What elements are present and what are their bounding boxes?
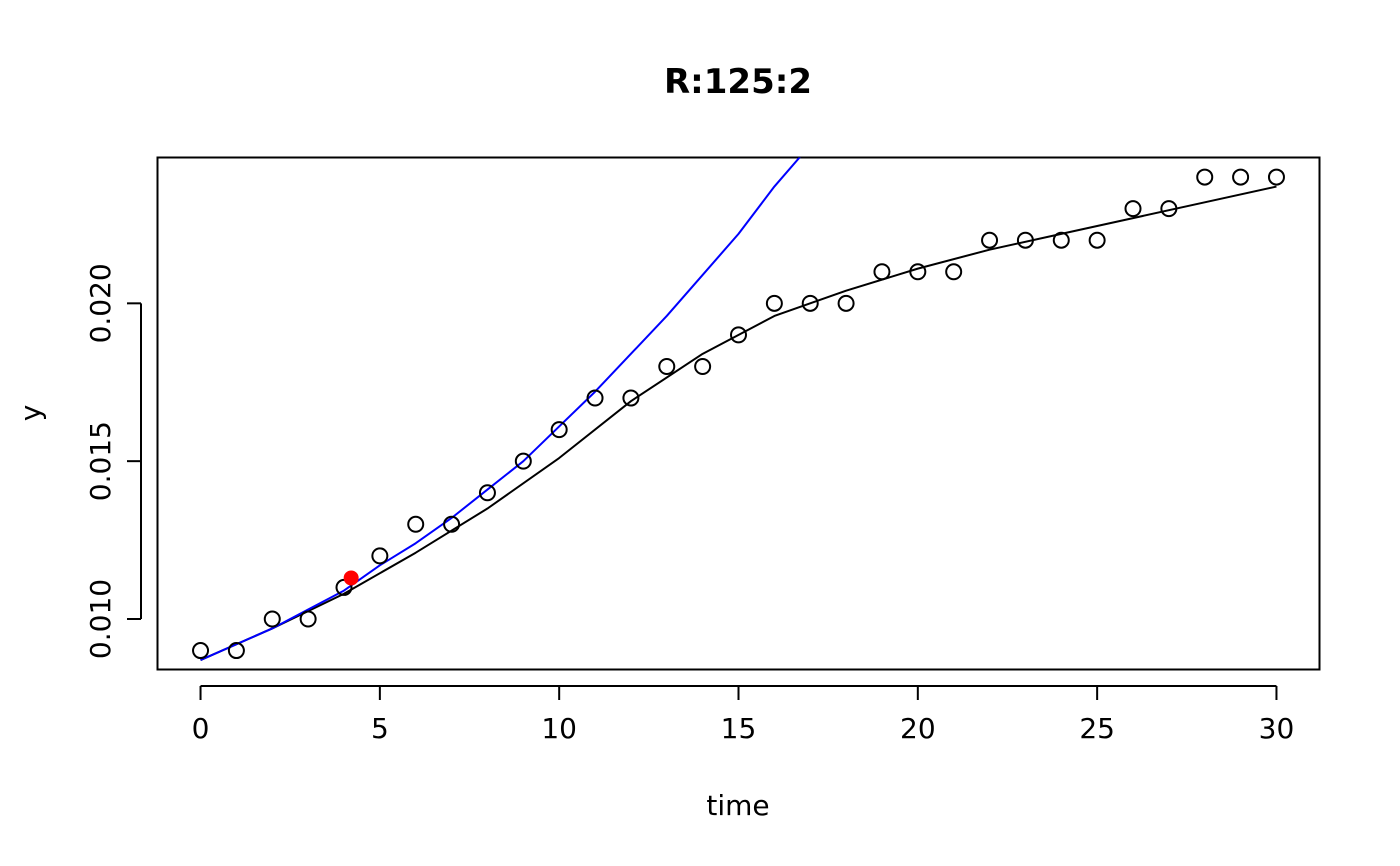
data-point (1160, 200, 1178, 218)
data-point (945, 263, 963, 281)
data-point (443, 515, 461, 533)
data-point (1267, 168, 1285, 186)
data-point (873, 263, 891, 281)
x-axis-label: time (706, 789, 769, 822)
data-point (1088, 231, 1106, 249)
tangent-line-blue (200, 157, 801, 661)
y-axis-label: y (14, 405, 47, 422)
data-point (371, 547, 389, 565)
data-point (586, 389, 604, 407)
data-point (801, 294, 819, 312)
x-axis: 0 5 10 15 20 25 30 (192, 685, 1295, 745)
highlight-point (343, 570, 359, 586)
data-point (694, 357, 712, 375)
x-tick-label: 0 (192, 712, 210, 745)
y-axis: 0.010 0.015 0.020 (84, 263, 142, 659)
data-point (730, 326, 747, 344)
data-point (299, 610, 317, 628)
data-point (1016, 231, 1034, 249)
data-point (1196, 168, 1214, 186)
x-tick-label: 15 (721, 712, 757, 745)
y-tick-label: 0.010 (84, 579, 117, 659)
data-point (837, 294, 855, 312)
data-point (981, 231, 999, 249)
x-tick-label: 30 (1259, 712, 1295, 745)
data-point (1232, 168, 1250, 186)
x-tick-label: 20 (900, 712, 936, 745)
x-tick-label: 25 (1079, 712, 1115, 745)
y-tick-label: 0.020 (84, 263, 117, 343)
data-point (622, 389, 640, 407)
data-point (227, 642, 245, 660)
plot-frame (156, 156, 1321, 671)
data-point (407, 515, 425, 533)
y-tick-label: 0.015 (84, 421, 117, 501)
x-tick-label: 10 (541, 712, 577, 745)
data-point (1124, 200, 1142, 218)
data-point (1052, 231, 1070, 249)
data-point (478, 484, 496, 502)
data-point (263, 610, 281, 628)
data-point (765, 294, 783, 312)
fitted-curve-black (200, 185, 1277, 661)
data-point (909, 263, 927, 281)
data-point (514, 452, 532, 470)
data-point (550, 421, 568, 439)
data-point (658, 357, 676, 375)
data-point (192, 642, 210, 660)
x-tick-label: 5 (371, 712, 389, 745)
chart-title: R:125:2 (664, 62, 812, 102)
